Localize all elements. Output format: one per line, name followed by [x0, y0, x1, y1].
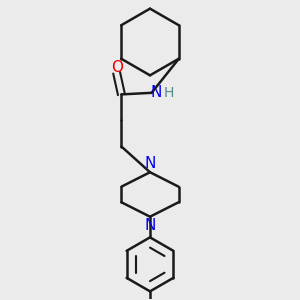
- Text: O: O: [111, 60, 123, 75]
- Text: N: N: [144, 218, 156, 233]
- Text: N: N: [151, 85, 162, 100]
- Text: N: N: [144, 156, 156, 171]
- Text: H: H: [164, 86, 174, 100]
